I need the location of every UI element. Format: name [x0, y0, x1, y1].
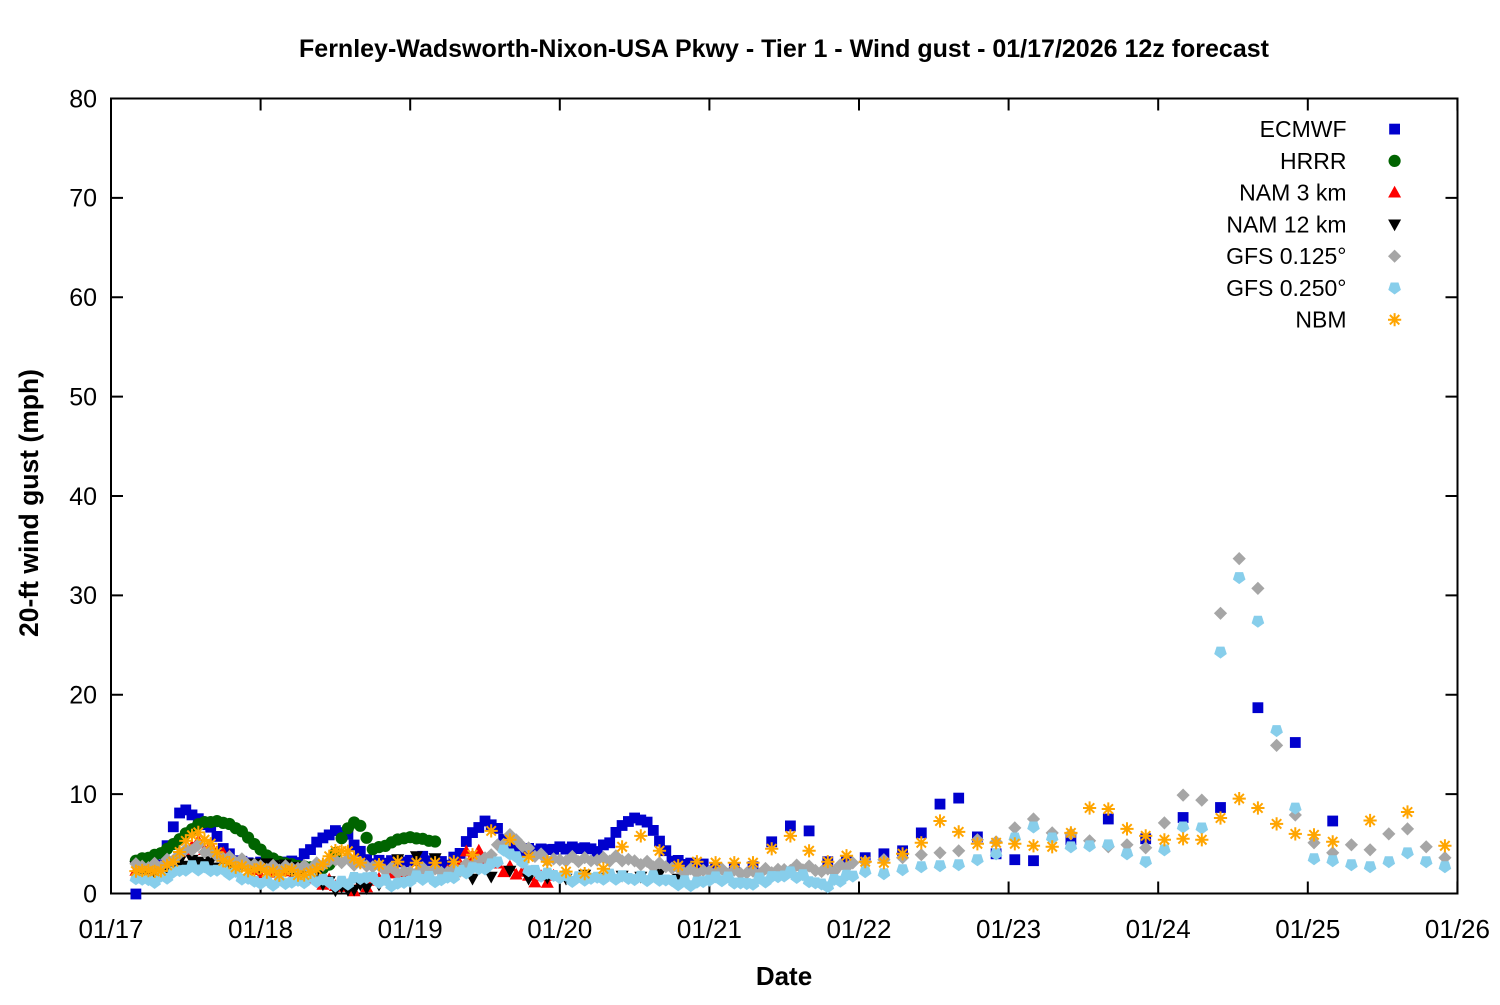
svg-text:Fernley-Wadsworth-Nixon-USA Pk: Fernley-Wadsworth-Nixon-USA Pkwy - Tier …: [299, 35, 1270, 63]
svg-text:HRRR: HRRR: [1280, 148, 1346, 174]
svg-text:70: 70: [69, 185, 97, 213]
svg-text:01/26: 01/26: [1425, 914, 1490, 944]
svg-text:01/18: 01/18: [228, 914, 293, 944]
svg-text:50: 50: [69, 383, 97, 411]
svg-text:NAM 3 km: NAM 3 km: [1239, 180, 1346, 206]
svg-text:80: 80: [69, 85, 97, 113]
svg-text:10: 10: [69, 781, 97, 809]
svg-text:40: 40: [69, 483, 97, 511]
svg-text:20-ft wind gust (mph): 20-ft wind gust (mph): [14, 369, 44, 637]
svg-text:01/22: 01/22: [826, 914, 891, 944]
svg-text:01/21: 01/21: [677, 914, 742, 944]
svg-text:20: 20: [69, 682, 97, 710]
svg-text:ECMWF: ECMWF: [1260, 116, 1347, 142]
svg-text:01/23: 01/23: [976, 914, 1041, 944]
svg-text:30: 30: [69, 582, 97, 610]
svg-text:01/24: 01/24: [1126, 914, 1191, 944]
svg-text:01/25: 01/25: [1275, 914, 1340, 944]
svg-text:Date: Date: [756, 961, 812, 991]
svg-text:NAM 12 km: NAM 12 km: [1226, 211, 1346, 237]
svg-text:NBM: NBM: [1295, 307, 1346, 333]
svg-text:GFS 0.250°: GFS 0.250°: [1226, 275, 1346, 301]
svg-text:60: 60: [69, 284, 97, 312]
svg-text:GFS 0.125°: GFS 0.125°: [1226, 243, 1346, 269]
svg-text:01/17: 01/17: [78, 914, 143, 944]
svg-text:01/20: 01/20: [527, 914, 592, 944]
svg-text:01/19: 01/19: [378, 914, 443, 944]
svg-text:0: 0: [83, 880, 97, 908]
